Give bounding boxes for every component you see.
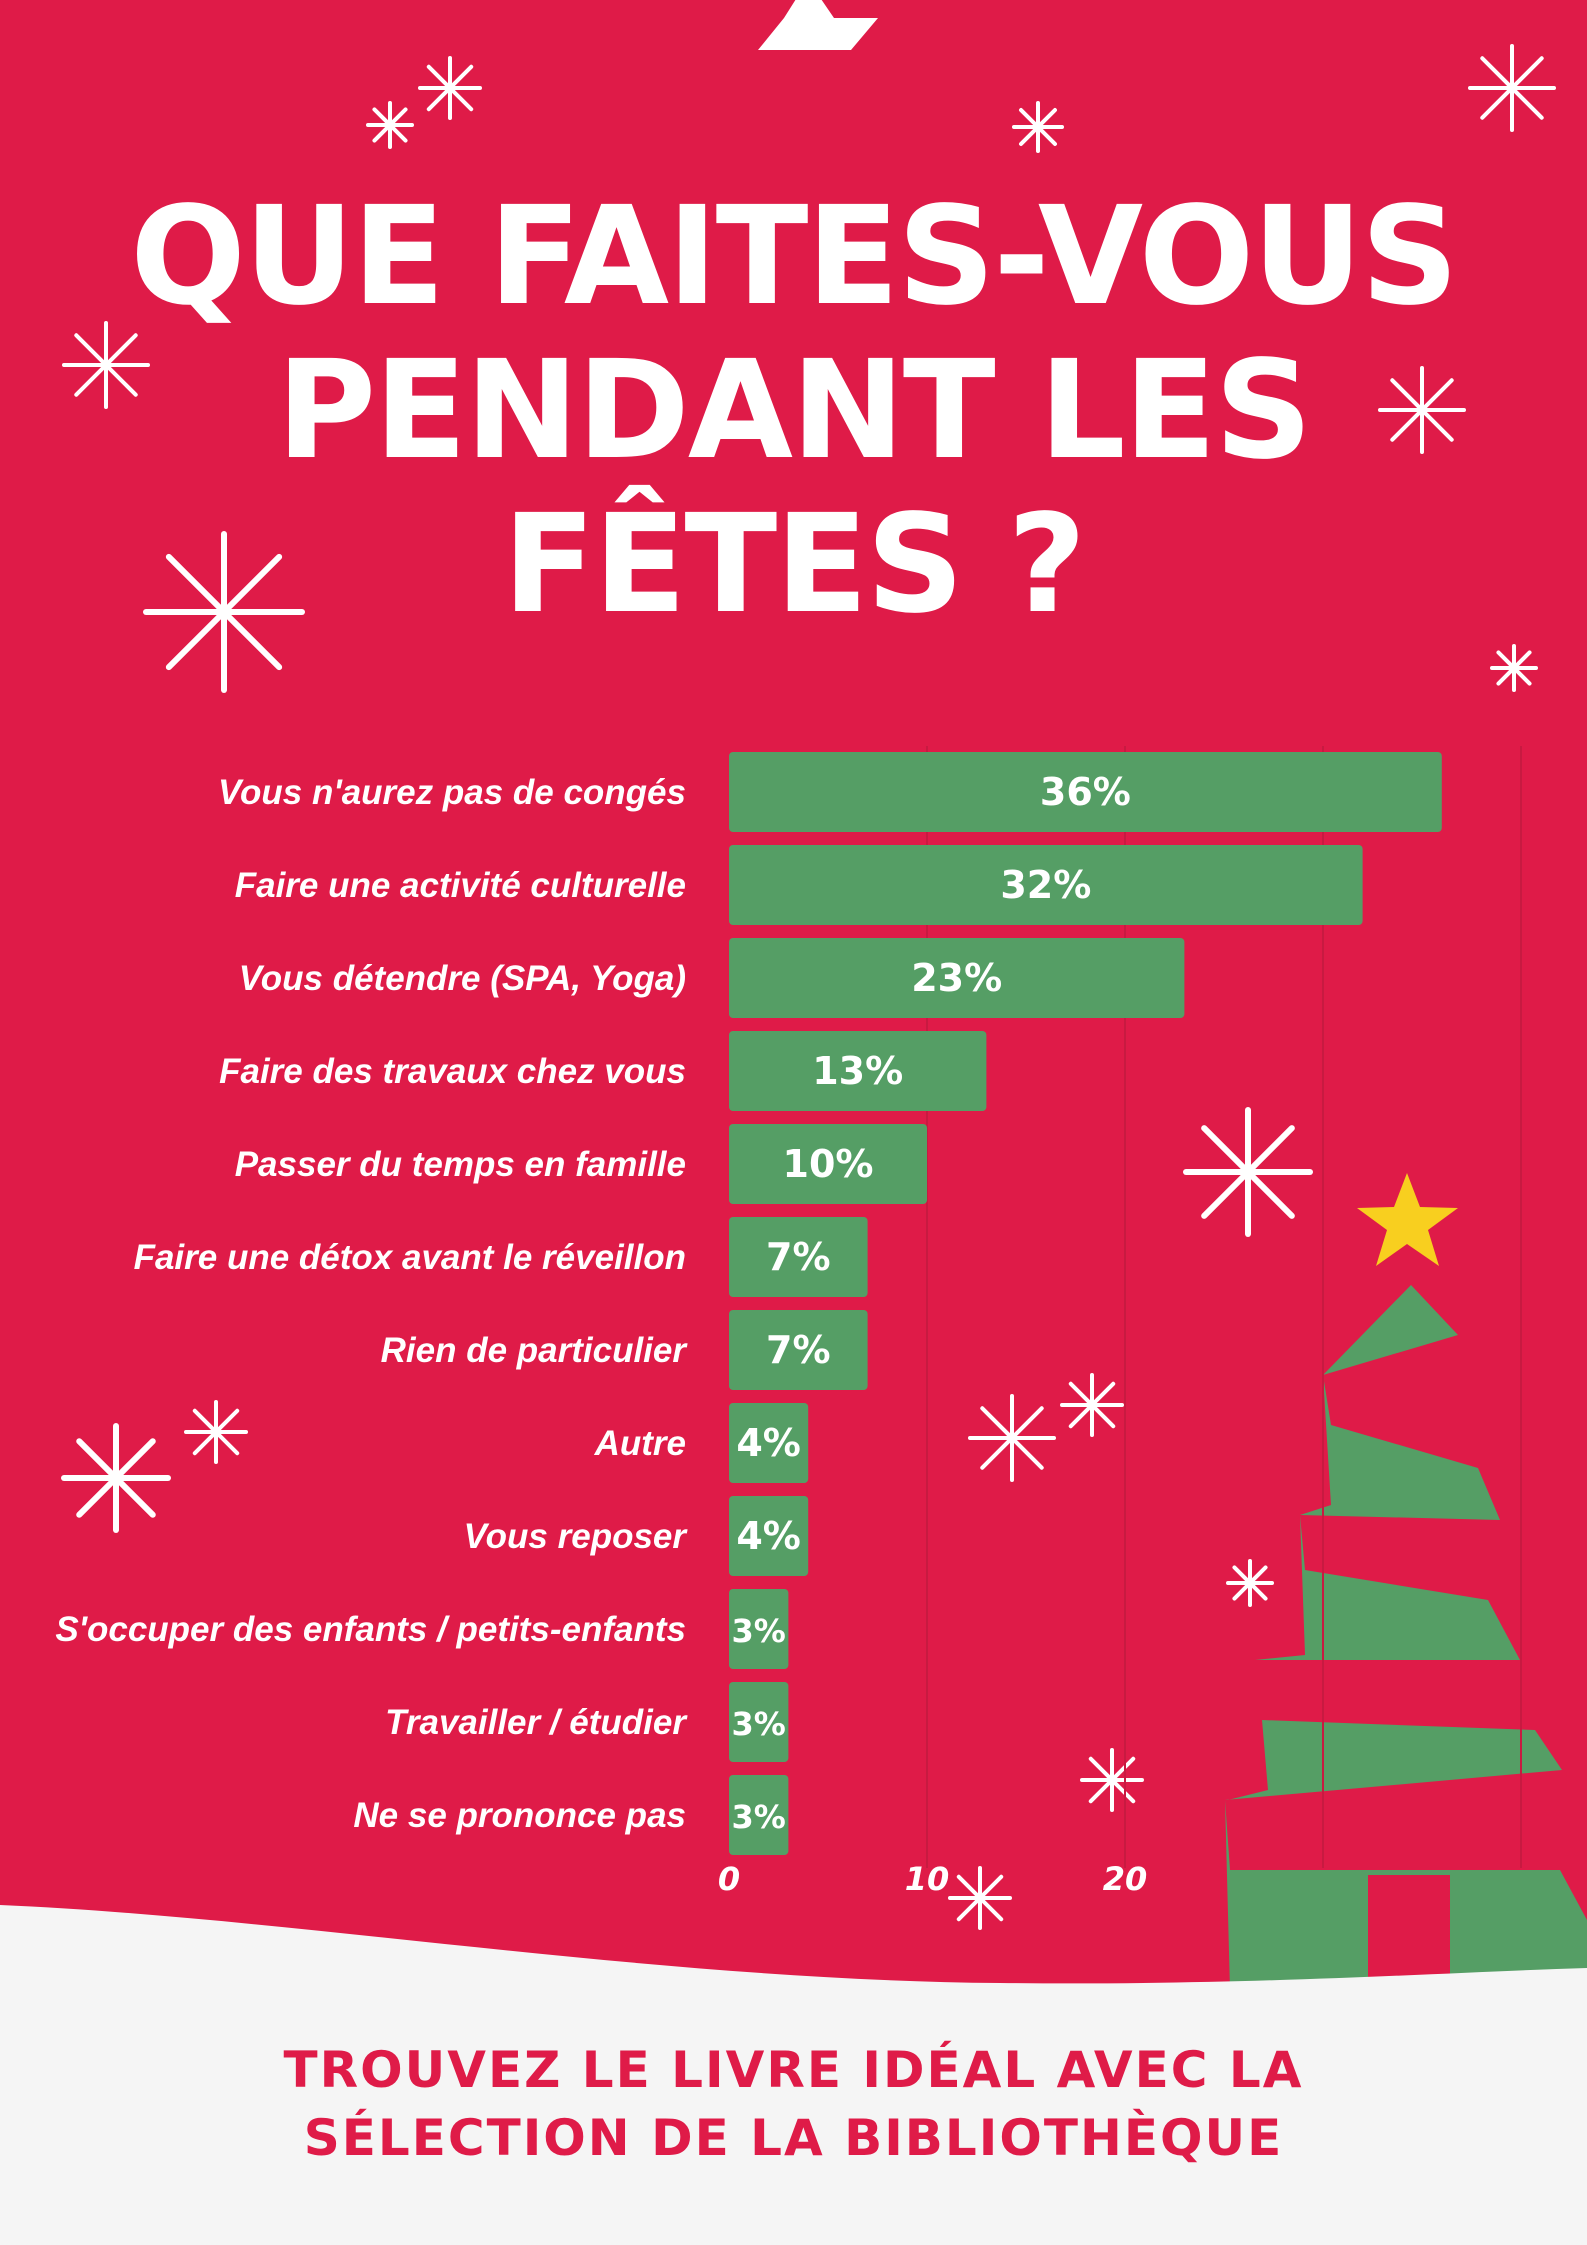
snowflake-icon [1468, 44, 1556, 132]
bar [729, 845, 1363, 925]
bar [729, 1031, 987, 1111]
snowflake-icon [62, 321, 150, 409]
tick-label: 10 [905, 1860, 950, 1898]
snowflake-icon [366, 101, 414, 149]
value-label: 10% [783, 1142, 874, 1186]
title-line-2: PENDANT LES [276, 332, 1313, 490]
chart-grid [926, 746, 1522, 1868]
bar [729, 1682, 789, 1762]
christmas-tree-icon [1225, 1285, 1587, 1990]
title-line-1: QUE FAITES-VOUS [130, 178, 1458, 336]
snowflake-icon [1183, 1107, 1313, 1237]
top-star-icon [758, 0, 878, 50]
tick-label: 0 [718, 1860, 740, 1898]
snowflake-icons [61, 44, 1556, 1930]
value-label: 13% [812, 1049, 903, 1093]
bar [729, 1775, 789, 1855]
category-label: Travailler / étudier [385, 1703, 688, 1742]
value-label: 4% [736, 1421, 801, 1465]
category-label: Faire une détox avant le réveillon [134, 1238, 686, 1277]
category-label: Autre [594, 1424, 686, 1463]
bar [729, 1496, 809, 1576]
bar-chart: Vous n'aurez pas de congés 36% Faire une a… [55, 746, 1522, 1898]
category-label: S'occuper des enfants / petits-enfants [55, 1610, 686, 1649]
footer-text: TROUVEZ LE LIVRE IDÉAL AVEC LA SÉLECTION… [0, 2036, 1587, 2172]
snowflake-icon [1080, 1748, 1144, 1812]
snowflake-icon [184, 1400, 248, 1464]
snowflake-icon [1490, 644, 1538, 692]
snowflake-icon [143, 531, 305, 693]
bar [729, 1124, 927, 1204]
footer-line-2: SÉLECTION DE LA BIBLIOTHÈQUE [303, 2109, 1284, 2167]
snowflake-icon [1226, 1559, 1274, 1607]
bar [729, 752, 1442, 832]
value-label: 3% [732, 1612, 786, 1650]
bar [729, 1310, 868, 1390]
value-label: 3% [732, 1798, 786, 1836]
value-label: 4% [736, 1514, 801, 1558]
x-axis-ticks: 0 10 20 [718, 1860, 1147, 1898]
value-label: 3% [732, 1705, 786, 1743]
category-label: Vous reposer [464, 1517, 689, 1556]
snowflake-icon [1378, 366, 1466, 454]
category-label: Faire des travaux chez vous [219, 1052, 686, 1091]
value-label: 36% [1040, 770, 1131, 814]
tree-star-icon [1357, 1173, 1458, 1266]
category-label: Faire une activité culturelle [235, 866, 686, 905]
snowflake-icon [418, 56, 482, 120]
value-label: 32% [1000, 863, 1091, 907]
snowflake-icon [1060, 1373, 1124, 1437]
value-label: 23% [911, 956, 1002, 1000]
title-line-3: FÊTES ? [502, 486, 1087, 644]
category-label: Vous n'aurez pas de congés [218, 773, 686, 812]
bar [729, 1403, 809, 1483]
page-title: QUE FAITES-VOUS PENDANT LES FÊTES ? [0, 180, 1587, 642]
snowflake-icon [61, 1423, 171, 1533]
category-label: Vous détendre (SPA, Yoga) [239, 959, 686, 998]
bar [729, 938, 1185, 1018]
tick-label: 20 [1103, 1860, 1148, 1898]
bar [729, 1589, 789, 1669]
category-label: Ne se prononce pas [353, 1796, 686, 1835]
footer-line-1: TROUVEZ LE LIVRE IDÉAL AVEC LA [283, 2041, 1304, 2099]
value-label: 7% [766, 1235, 831, 1279]
snow-ground [0, 1905, 1587, 2245]
chart-bars: Vous n'aurez pas de congés 36% Faire une a… [55, 752, 1442, 1855]
category-label: Passer du temps en famille [235, 1145, 686, 1184]
bar [729, 1217, 868, 1297]
snowflake-icon [948, 1866, 1012, 1930]
snowflake-icon [968, 1394, 1056, 1482]
category-label: Rien de particulier [381, 1331, 689, 1370]
snowflake-icon [1012, 101, 1064, 153]
value-label: 7% [766, 1328, 831, 1372]
